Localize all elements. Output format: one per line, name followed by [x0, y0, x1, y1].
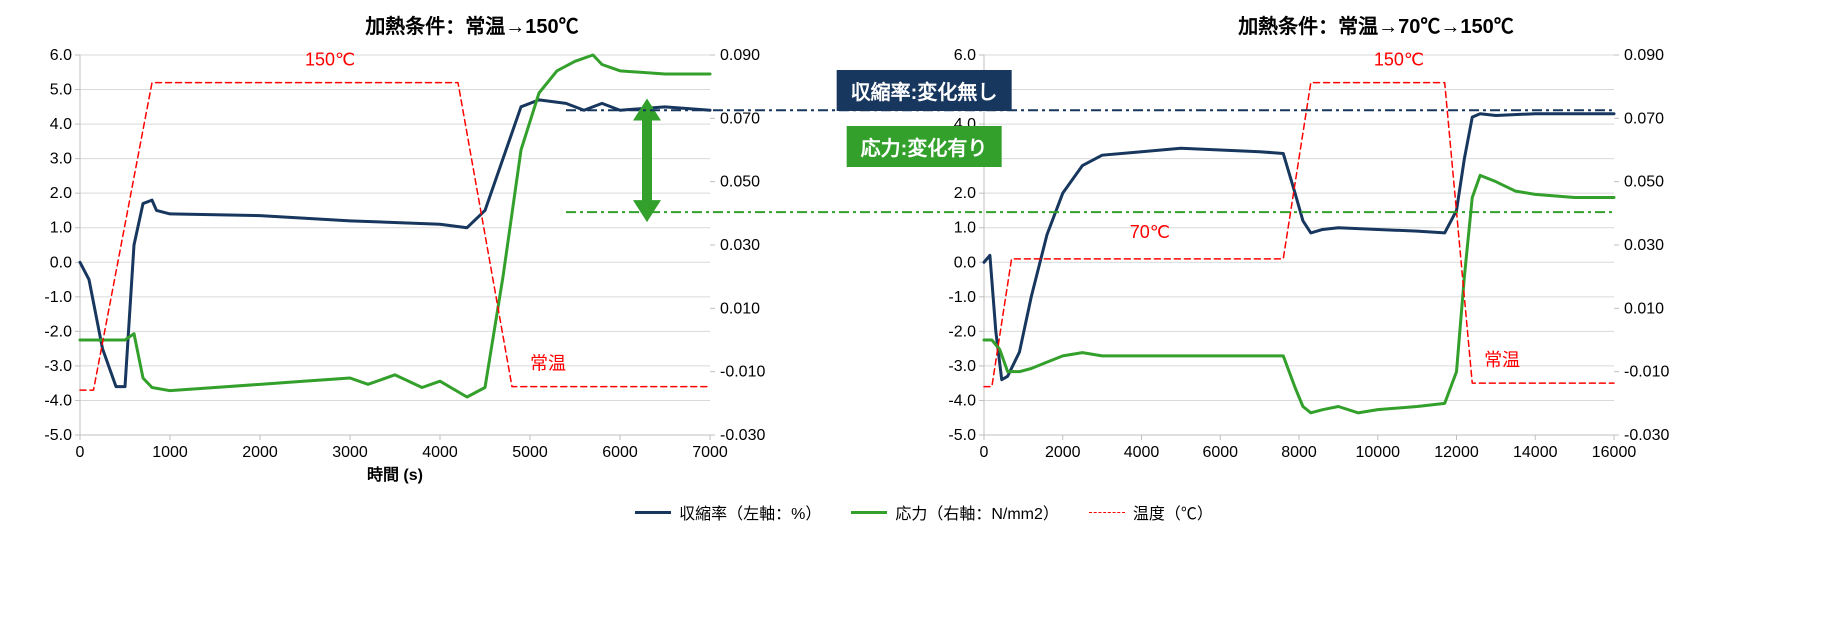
- svg-text:0.010: 0.010: [1624, 300, 1664, 317]
- svg-text:-3.0: -3.0: [948, 358, 976, 375]
- svg-text:2.0: 2.0: [50, 185, 72, 202]
- svg-text:-5.0: -5.0: [948, 427, 976, 444]
- badge-stress: 応力:変化有り: [847, 126, 1002, 167]
- charts-row: 加熱条件：常温→150℃ -5.0 -4.0 -3.0 -2.0 -1.0 0.0 1.0 2…: [20, 10, 1828, 490]
- badge-shrinkage: 収縮率:変化無し: [837, 70, 1012, 111]
- legend-label: 応力（右軸：N/mm2）: [895, 500, 1059, 524]
- svg-text:2.0: 2.0: [954, 185, 976, 202]
- svg-text:6.0: 6.0: [50, 47, 72, 64]
- center-overlay: 収縮率:変化無し 応力:変化有り: [837, 70, 1012, 167]
- svg-text:0.090: 0.090: [1624, 47, 1664, 64]
- svg-text:0.030: 0.030: [720, 237, 760, 254]
- svg-text:14000: 14000: [1513, 444, 1558, 461]
- svg-text:0.0: 0.0: [50, 254, 72, 271]
- svg-text:5.0: 5.0: [50, 82, 72, 99]
- svg-text:0.010: 0.010: [720, 300, 760, 317]
- svg-text:12000: 12000: [1434, 444, 1479, 461]
- svg-text:4000: 4000: [1124, 444, 1160, 461]
- svg-text:6000: 6000: [602, 444, 638, 461]
- svg-text:-4.0: -4.0: [44, 392, 72, 409]
- svg-text:0.090: 0.090: [720, 47, 760, 64]
- legend: 収縮率（左軸：%） 応力（右軸：N/mm2） 温度（℃）: [635, 500, 1213, 524]
- svg-text:1.0: 1.0: [50, 220, 72, 237]
- svg-text:0.050: 0.050: [1624, 174, 1664, 191]
- svg-text:0.050: 0.050: [720, 174, 760, 191]
- legend-item: 応力（右軸：N/mm2）: [851, 500, 1059, 524]
- page-container: 加熱条件：常温→150℃ -5.0 -4.0 -3.0 -2.0 -1.0 0.0 1.0 2…: [20, 10, 1828, 524]
- svg-text:-2.0: -2.0: [44, 323, 72, 340]
- svg-text:-4.0: -4.0: [948, 392, 976, 409]
- chart-right-area: -5.0-4.0-3.0-2.0-1.00.01.02.03.04.05.06.…: [924, 45, 1828, 490]
- svg-text:常温: 常温: [530, 353, 566, 373]
- svg-text:6000: 6000: [1202, 444, 1238, 461]
- chart-right-wrapper: 加熱条件：常温→70℃→150℃ -5.0 -4.0 -3.0 -2.0 -1.0 0.0…: [924, 10, 1828, 490]
- svg-text:-0.010: -0.010: [1624, 364, 1669, 381]
- chart-right-title: 加熱条件：常温→70℃→150℃: [1238, 10, 1514, 39]
- svg-text:-5.0: -5.0: [44, 427, 72, 444]
- chart-left-area: -5.0 -4.0 -3.0 -2.0 -1.0 0.0 1.0 2.0 3.0 4.0 5.0 6.…: [20, 45, 924, 490]
- svg-text:-0.030: -0.030: [720, 427, 765, 444]
- svg-text:0: 0: [76, 444, 85, 461]
- svg-text:-1.0: -1.0: [44, 289, 72, 306]
- legend-item: 温度（℃）: [1089, 500, 1213, 524]
- chart-left-title: 加熱条件：常温→150℃: [365, 10, 578, 39]
- svg-text:150℃: 150℃: [1374, 49, 1424, 69]
- svg-text:2000: 2000: [242, 444, 278, 461]
- svg-text:0: 0: [980, 444, 989, 461]
- svg-text:5000: 5000: [512, 444, 548, 461]
- svg-text:1.0: 1.0: [954, 220, 976, 237]
- svg-text:0.070: 0.070: [720, 110, 760, 127]
- chart-left-wrapper: 加熱条件：常温→150℃ -5.0 -4.0 -3.0 -2.0 -1.0 0.0 1.0 2…: [20, 10, 924, 490]
- svg-text:0.030: 0.030: [1624, 237, 1664, 254]
- legend-item: 収縮率（左軸：%）: [635, 500, 821, 524]
- svg-text:0.070: 0.070: [1624, 110, 1664, 127]
- svg-text:3.0: 3.0: [50, 151, 72, 168]
- svg-text:時間 (s): 時間 (s): [367, 465, 423, 484]
- svg-text:7000: 7000: [692, 444, 728, 461]
- legend-swatch: [1089, 512, 1125, 513]
- svg-text:-0.030: -0.030: [1624, 427, 1669, 444]
- svg-text:16000: 16000: [1592, 444, 1637, 461]
- svg-text:-0.010: -0.010: [720, 364, 765, 381]
- svg-text:2000: 2000: [1045, 444, 1081, 461]
- svg-text:4.0: 4.0: [50, 116, 72, 133]
- chart-right-svg: -5.0-4.0-3.0-2.0-1.00.01.02.03.04.05.06.…: [924, 45, 1684, 485]
- svg-text:-3.0: -3.0: [44, 358, 72, 375]
- legend-label: 収縮率（左軸：%）: [679, 500, 821, 524]
- svg-text:-2.0: -2.0: [948, 323, 976, 340]
- legend-label: 温度（℃）: [1133, 500, 1213, 524]
- legend-swatch: [851, 511, 887, 514]
- svg-text:1000: 1000: [152, 444, 188, 461]
- svg-text:8000: 8000: [1281, 444, 1317, 461]
- legend-swatch: [635, 511, 671, 514]
- svg-text:3000: 3000: [332, 444, 368, 461]
- chart-left-svg: -5.0 -4.0 -3.0 -2.0 -1.0 0.0 1.0 2.0 3.0 4.0 5.0 6.…: [20, 45, 780, 485]
- svg-text:-1.0: -1.0: [948, 289, 976, 306]
- svg-text:6.0: 6.0: [954, 47, 976, 64]
- svg-text:常温: 常温: [1484, 350, 1520, 370]
- svg-text:150℃: 150℃: [305, 49, 355, 69]
- svg-text:10000: 10000: [1356, 444, 1401, 461]
- svg-text:0.0: 0.0: [954, 254, 976, 271]
- svg-text:70℃: 70℃: [1130, 222, 1170, 242]
- svg-text:4000: 4000: [422, 444, 458, 461]
